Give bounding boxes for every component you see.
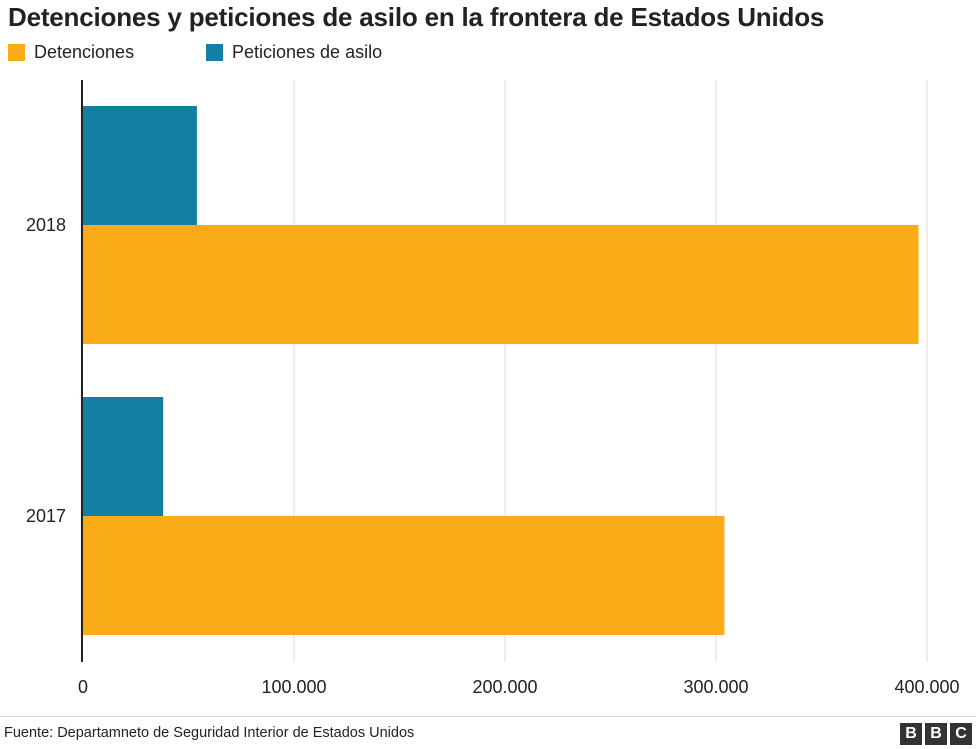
x-tick-label: 100.000 — [261, 677, 326, 697]
bar-detenciones-2017 — [83, 516, 725, 635]
bar-chart: 0 100.000 200.000 300.000 400.000 2018 2017 — [26, 80, 960, 697]
x-tick-label: 0 — [78, 677, 88, 697]
bar-peticiones-2018 — [83, 106, 197, 225]
footer-divider — [0, 716, 976, 717]
legend-label-detenciones: Detenciones — [34, 42, 135, 62]
bar-detenciones-2018 — [83, 225, 919, 344]
legend-swatch-detenciones — [8, 44, 25, 61]
bar-peticiones-2017 — [83, 397, 164, 516]
bbc-logo-letter: B — [900, 723, 922, 745]
x-tick-label: 400.000 — [894, 677, 959, 697]
source-note: Fuente: Departamneto de Seguridad Interi… — [4, 725, 415, 741]
chart-title: Detenciones y peticiones de asilo en la … — [8, 2, 825, 32]
legend-label-peticiones: Peticiones de asilo — [232, 42, 383, 62]
legend-item-peticiones: Peticiones de asilo — [206, 42, 382, 63]
bbc-logo-letter: C — [950, 723, 972, 745]
x-tick-label: 200.000 — [472, 677, 537, 697]
x-tick-label: 300.000 — [683, 677, 748, 697]
y-tick-label: 2018 — [26, 215, 66, 235]
legend-item-detenciones: Detenciones — [8, 42, 134, 63]
y-tick-label: 2017 — [26, 506, 66, 526]
bbc-logo-letter: B — [925, 723, 947, 745]
bbc-logo: B B C — [900, 723, 972, 745]
legend-swatch-peticiones — [206, 44, 223, 61]
